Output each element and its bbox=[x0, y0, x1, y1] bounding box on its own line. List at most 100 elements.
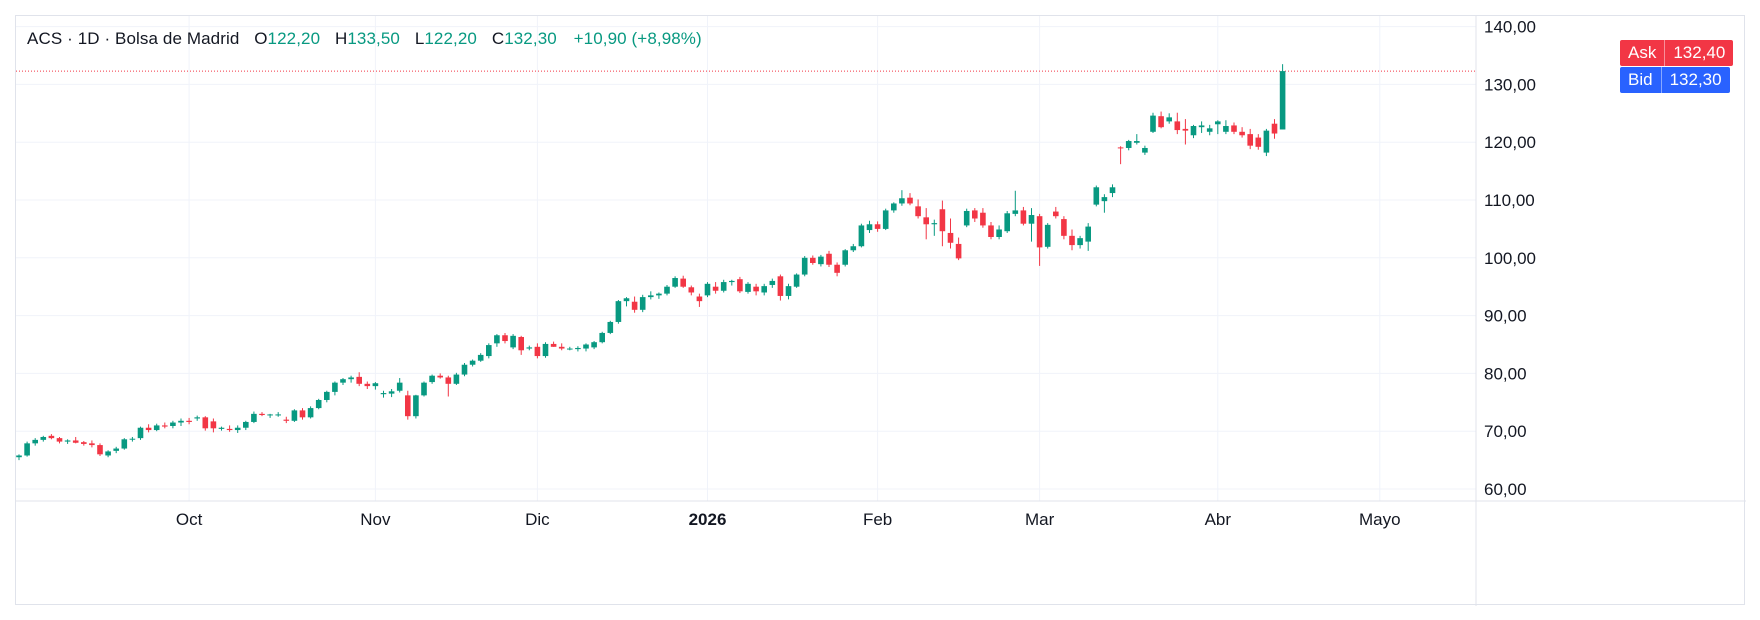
candle-up[interactable] bbox=[858, 223, 865, 248]
candle-up[interactable] bbox=[769, 278, 776, 288]
candle-down[interactable] bbox=[226, 425, 233, 432]
candle-up[interactable] bbox=[251, 411, 257, 424]
candle-up[interactable] bbox=[575, 346, 581, 352]
legend-interval[interactable]: 1D bbox=[77, 29, 100, 48]
candle-down[interactable] bbox=[777, 274, 784, 301]
candle-down[interactable] bbox=[405, 390, 411, 420]
candle-up[interactable] bbox=[842, 249, 848, 267]
price-axis[interactable]: 60,00 70,00 80,00 90,00 100,00 110,00 120,00 13… bbox=[1484, 18, 1536, 499]
candle-up[interactable] bbox=[315, 398, 322, 410]
candle-down[interactable] bbox=[1182, 119, 1189, 145]
candle-up[interactable] bbox=[648, 291, 654, 300]
candle-up[interactable] bbox=[64, 439, 71, 444]
candle-down[interactable] bbox=[518, 335, 524, 355]
candle-up[interactable] bbox=[429, 374, 435, 384]
candle-up[interactable] bbox=[656, 292, 662, 299]
candle-up[interactable] bbox=[129, 436, 136, 442]
candle-down[interactable] bbox=[1069, 229, 1075, 251]
candle-down[interactable] bbox=[955, 237, 962, 261]
candle-down[interactable] bbox=[712, 282, 719, 294]
candlestick-chart[interactable]: 60,00 70,00 80,00 90,00 100,00 110,00 120,00 13… bbox=[16, 16, 1746, 606]
candle-up[interactable] bbox=[882, 208, 889, 231]
candle-up[interactable] bbox=[461, 362, 468, 377]
candle-up[interactable] bbox=[137, 426, 144, 440]
candle-up[interactable] bbox=[672, 276, 678, 288]
candle-up[interactable] bbox=[332, 381, 338, 396]
candle-up[interactable] bbox=[275, 412, 281, 417]
candle-down[interactable] bbox=[364, 381, 371, 390]
candle-up[interactable] bbox=[599, 331, 605, 344]
candle-up[interactable] bbox=[153, 423, 160, 432]
candle-up[interactable] bbox=[380, 390, 387, 398]
candle-up[interactable] bbox=[194, 415, 200, 421]
time-axis[interactable]: Oct Nov Dic 2026 Feb Mar Abr Mayo bbox=[176, 510, 1401, 529]
candle-down[interactable] bbox=[48, 434, 55, 440]
candle-down[interactable] bbox=[1020, 206, 1027, 226]
candle-up[interactable] bbox=[526, 345, 533, 351]
candle-down[interactable] bbox=[445, 375, 452, 397]
candle-up[interactable] bbox=[591, 341, 597, 350]
candle-up[interactable] bbox=[477, 353, 484, 362]
candle-down[interactable] bbox=[283, 416, 290, 424]
candle-down[interactable] bbox=[1061, 216, 1067, 240]
candle-down[interactable] bbox=[988, 221, 994, 240]
candle-up[interactable] bbox=[1223, 120, 1229, 135]
ask-quote-badge[interactable]: Ask 132,40 bbox=[1620, 40, 1734, 66]
bid-quote-badge[interactable]: Bid 132,30 bbox=[1620, 67, 1730, 93]
candle-up[interactable] bbox=[1125, 139, 1132, 151]
candle-up[interactable] bbox=[1215, 120, 1221, 135]
candle-up[interactable] bbox=[218, 426, 225, 431]
candle-up[interactable] bbox=[1190, 124, 1197, 139]
candle-up[interactable] bbox=[1101, 194, 1108, 213]
candle-down[interactable] bbox=[259, 412, 265, 417]
candle-up[interactable] bbox=[413, 394, 419, 419]
candle-up[interactable] bbox=[850, 243, 857, 253]
candle-up[interactable] bbox=[1028, 208, 1035, 242]
candle-down[interactable] bbox=[688, 285, 695, 296]
candle-down[interactable] bbox=[1247, 128, 1253, 150]
candle-down[interactable] bbox=[56, 436, 63, 444]
candle-up[interactable] bbox=[1150, 112, 1156, 133]
candle-up[interactable] bbox=[583, 343, 589, 352]
candle-up[interactable] bbox=[291, 409, 298, 422]
candle-down[interactable] bbox=[202, 416, 209, 431]
candle-up[interactable] bbox=[372, 382, 379, 390]
candle-down[interactable] bbox=[915, 199, 921, 219]
candle-down[interactable] bbox=[97, 443, 103, 457]
candle-down[interactable] bbox=[1036, 213, 1043, 266]
candle-up[interactable] bbox=[1004, 210, 1010, 233]
candle-down[interactable] bbox=[81, 441, 87, 446]
candle-up[interactable] bbox=[105, 450, 111, 458]
candle-up[interactable] bbox=[388, 389, 395, 398]
candle-down[interactable] bbox=[834, 262, 840, 277]
candle-up[interactable] bbox=[170, 420, 176, 429]
candle-up[interactable] bbox=[1109, 184, 1116, 198]
candle-up[interactable] bbox=[396, 378, 403, 393]
candle-up[interactable] bbox=[469, 359, 476, 367]
candle-down[interactable] bbox=[1174, 112, 1181, 135]
candle-up[interactable] bbox=[234, 425, 241, 433]
candle-up[interactable] bbox=[178, 418, 184, 426]
candle-up[interactable] bbox=[745, 282, 751, 294]
candle-up[interactable] bbox=[16, 454, 22, 461]
candle-up[interactable] bbox=[494, 334, 500, 347]
candle-up[interactable] bbox=[899, 190, 905, 206]
candle-up[interactable] bbox=[348, 375, 354, 383]
candle-down[interactable] bbox=[89, 440, 95, 448]
candle-up[interactable] bbox=[40, 435, 47, 442]
candle-up[interactable] bbox=[24, 441, 30, 457]
candle-up[interactable] bbox=[1166, 113, 1172, 124]
candle-down[interactable] bbox=[1231, 122, 1237, 135]
candle-down[interactable] bbox=[923, 208, 929, 240]
candle-down[interactable] bbox=[72, 436, 79, 444]
candle-down[interactable] bbox=[1271, 119, 1278, 139]
candle-up[interactable] bbox=[931, 219, 938, 236]
candle-up[interactable] bbox=[510, 334, 516, 350]
candle-down[interactable] bbox=[874, 221, 881, 232]
candle-up[interactable] bbox=[639, 294, 646, 313]
candle-down[interactable] bbox=[753, 283, 759, 296]
candle-down[interactable] bbox=[980, 208, 986, 228]
candle-down[interactable] bbox=[558, 343, 565, 351]
candle-up[interactable] bbox=[1198, 121, 1205, 133]
candle-up[interactable] bbox=[801, 256, 808, 277]
